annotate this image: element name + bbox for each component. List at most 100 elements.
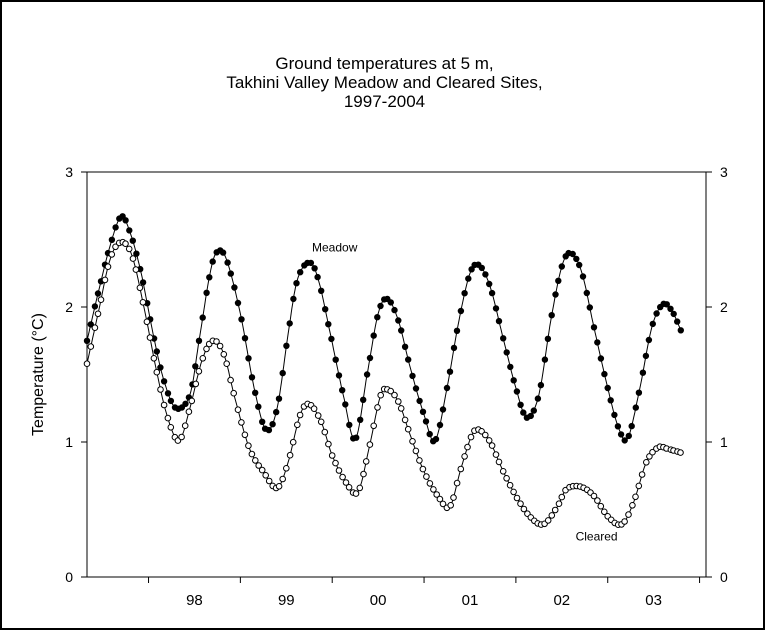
data-point-cleared bbox=[335, 467, 343, 474]
data-point-meadow bbox=[409, 372, 416, 380]
data-point-meadow bbox=[325, 321, 332, 328]
data-point-meadow bbox=[639, 369, 647, 376]
data-point-meadow bbox=[642, 352, 650, 360]
data-point-meadow bbox=[342, 401, 349, 408]
data-point-cleared bbox=[366, 441, 374, 448]
data-point-cleared bbox=[395, 398, 402, 405]
data-point-meadow bbox=[307, 259, 315, 267]
data-point-cleared bbox=[551, 506, 559, 514]
data-point-cleared bbox=[370, 422, 378, 430]
data-point-meadow bbox=[503, 349, 510, 356]
y-axis-label: Temperature (°C) bbox=[30, 313, 47, 436]
data-point-cleared bbox=[310, 405, 318, 413]
data-point-meadow bbox=[436, 421, 444, 429]
data-point-cleared bbox=[677, 449, 684, 456]
data-point-cleared bbox=[436, 495, 444, 503]
data-point-meadow bbox=[534, 395, 542, 402]
data-point-cleared bbox=[555, 500, 563, 508]
data-point-meadow bbox=[133, 250, 140, 257]
data-point-cleared bbox=[544, 517, 552, 524]
data-point-meadow bbox=[412, 385, 420, 392]
data-point-cleared bbox=[362, 458, 370, 465]
data-point-meadow bbox=[500, 335, 507, 342]
data-point-meadow bbox=[286, 320, 293, 327]
data-point-meadow bbox=[443, 384, 451, 392]
x-tick-label: 01 bbox=[462, 592, 479, 609]
data-point-cleared bbox=[91, 324, 99, 332]
data-point-cleared bbox=[328, 452, 336, 459]
y-tick-label-right: 2 bbox=[720, 299, 728, 315]
series-line-cleared bbox=[86, 241, 682, 526]
data-point-meadow bbox=[552, 291, 559, 298]
data-point-meadow bbox=[670, 310, 677, 318]
data-point-cleared bbox=[325, 440, 332, 448]
data-point-cleared bbox=[643, 459, 650, 466]
data-point-meadow bbox=[632, 404, 639, 411]
data-point-cleared bbox=[143, 318, 151, 326]
data-point-cleared bbox=[503, 475, 510, 482]
chart-title-line-2: Takhini Valley Meadow and Cleared Sites, bbox=[226, 73, 543, 92]
data-point-cleared bbox=[506, 481, 514, 489]
data-point-cleared bbox=[283, 465, 290, 472]
data-point-meadow bbox=[370, 332, 377, 339]
data-point-meadow bbox=[617, 431, 625, 438]
data-point-meadow bbox=[182, 400, 189, 407]
data-point-meadow bbox=[492, 305, 500, 312]
data-point-cleared bbox=[342, 479, 350, 486]
data-point-cleared bbox=[332, 459, 339, 467]
data-point-meadow bbox=[645, 336, 653, 344]
data-point-meadow bbox=[255, 403, 262, 410]
data-point-cleared bbox=[488, 442, 496, 449]
data-point-meadow bbox=[527, 412, 534, 420]
data-point-cleared bbox=[457, 465, 465, 473]
y-tick-label-right: 3 bbox=[720, 164, 728, 180]
data-point-cleared bbox=[635, 482, 643, 490]
data-point-cleared bbox=[238, 419, 245, 426]
data-point-cleared bbox=[101, 276, 109, 284]
data-point-cleared bbox=[360, 470, 367, 478]
data-point-cleared bbox=[230, 389, 237, 397]
data-point-meadow bbox=[510, 377, 517, 384]
data-point-meadow bbox=[219, 249, 227, 256]
data-point-meadow bbox=[126, 227, 133, 234]
data-point-cleared bbox=[97, 296, 105, 304]
data-point-cleared bbox=[157, 386, 164, 393]
data-point-meadow bbox=[357, 416, 364, 423]
data-point-cleared bbox=[234, 406, 242, 414]
data-point-cleared bbox=[129, 255, 137, 262]
data-point-cleared bbox=[649, 448, 656, 456]
data-point-meadow bbox=[432, 435, 440, 443]
data-point-cleared bbox=[289, 438, 297, 446]
data-point-meadow bbox=[195, 337, 203, 344]
data-point-meadow bbox=[209, 258, 216, 265]
data-point-cleared bbox=[192, 380, 200, 388]
data-point-cleared bbox=[416, 457, 423, 464]
chart-title-line-1: Ground temperatures at 5 m, bbox=[275, 54, 494, 73]
data-point-meadow bbox=[520, 409, 527, 416]
data-point-meadow bbox=[601, 370, 608, 378]
data-point-cleared bbox=[485, 437, 493, 444]
data-point-meadow bbox=[453, 327, 461, 334]
data-point-cleared bbox=[164, 414, 172, 422]
data-point-meadow bbox=[558, 263, 565, 270]
data-point-cleared bbox=[419, 465, 427, 473]
data-point-meadow bbox=[248, 374, 256, 381]
data-point-meadow bbox=[167, 397, 175, 405]
data-point-meadow bbox=[328, 335, 335, 343]
data-point-meadow bbox=[192, 363, 199, 370]
data-point-cleared bbox=[638, 471, 646, 478]
data-point-cleared bbox=[245, 442, 252, 450]
data-point-cleared bbox=[241, 431, 249, 439]
data-point-meadow bbox=[457, 307, 465, 315]
data-point-cleared bbox=[139, 299, 147, 306]
y-tick-label-right: 1 bbox=[720, 434, 728, 450]
data-point-meadow bbox=[332, 356, 339, 363]
data-point-cleared bbox=[275, 483, 283, 490]
data-point-meadow bbox=[607, 397, 614, 404]
data-point-cleared bbox=[94, 310, 102, 318]
data-point-cleared bbox=[513, 494, 521, 502]
data-point-meadow bbox=[275, 395, 283, 402]
data-point-cleared bbox=[356, 484, 364, 492]
series-annotation: Cleared bbox=[576, 530, 618, 544]
